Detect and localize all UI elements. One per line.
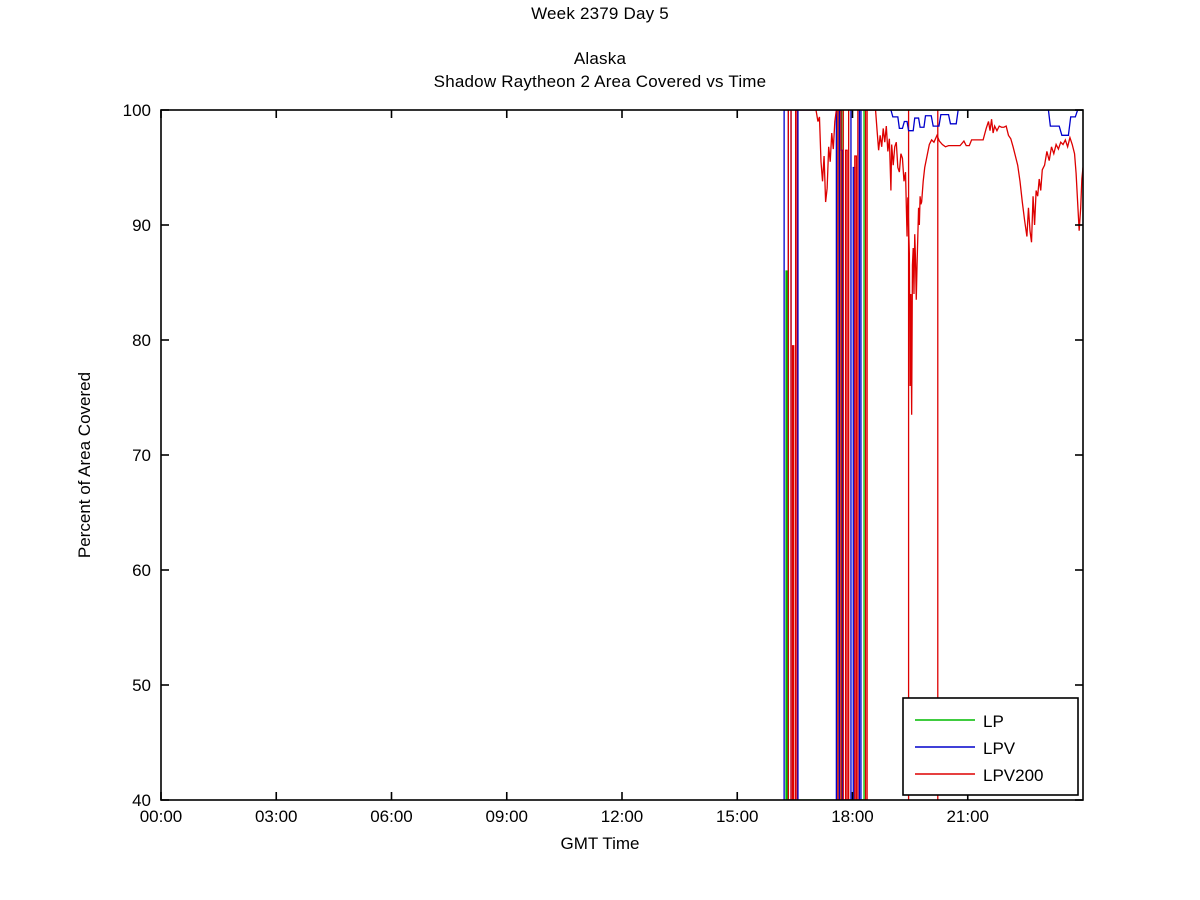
legend-label-lp: LP [983, 712, 1004, 731]
plot-background [161, 110, 1083, 800]
y-tick-label: 60 [132, 561, 151, 580]
tick-labels-layer: 00:00 03:00 06:00 09:00 12:00 15:00 18:00 21:00… [123, 101, 989, 826]
x-tick-label: 09:00 [485, 807, 528, 826]
x-tick-label: 03:00 [255, 807, 298, 826]
x-tick-label: 18:00 [831, 807, 874, 826]
chart-legend[interactable]: LP LPV LPV200 [902, 697, 1079, 796]
x-axis-label: GMT Time [560, 834, 640, 853]
series-line-lpv [783, 110, 1083, 800]
x-tick-label: 21:00 [946, 807, 989, 826]
y-tick-label: 40 [132, 791, 151, 810]
legend-label-lpv: LPV [983, 739, 1016, 758]
y-tick-label: 90 [132, 216, 151, 235]
y-axis-label: Percent of Area Covered [75, 371, 94, 559]
x-tick-label: 15:00 [716, 807, 759, 826]
y-tick-label: 80 [132, 331, 151, 350]
figure-suptitle: Week 2379 Day 5 [531, 4, 669, 23]
axes-layer [160, 109, 1084, 801]
y-tick-label: 50 [132, 676, 151, 695]
series-line-lp [785, 110, 1083, 800]
y-tick-label: 70 [132, 446, 151, 465]
data-series-layer [783, 110, 1083, 800]
series-line-lpv200 [787, 110, 1083, 800]
y-tick-label: 100 [123, 101, 151, 120]
legend-label-lpv200: LPV200 [983, 766, 1044, 785]
chart-title: Alaska Shadow Raytheon 2 Area Covered vs… [0, 47, 1200, 93]
x-tick-label: 06:00 [370, 807, 413, 826]
x-tick-label: 12:00 [601, 807, 644, 826]
chart-title-line-1: Alaska [573, 49, 627, 68]
chart-title-line-2: Shadow Raytheon 2 Area Covered vs Time [433, 72, 767, 91]
x-tick-label: 00:00 [140, 807, 183, 826]
